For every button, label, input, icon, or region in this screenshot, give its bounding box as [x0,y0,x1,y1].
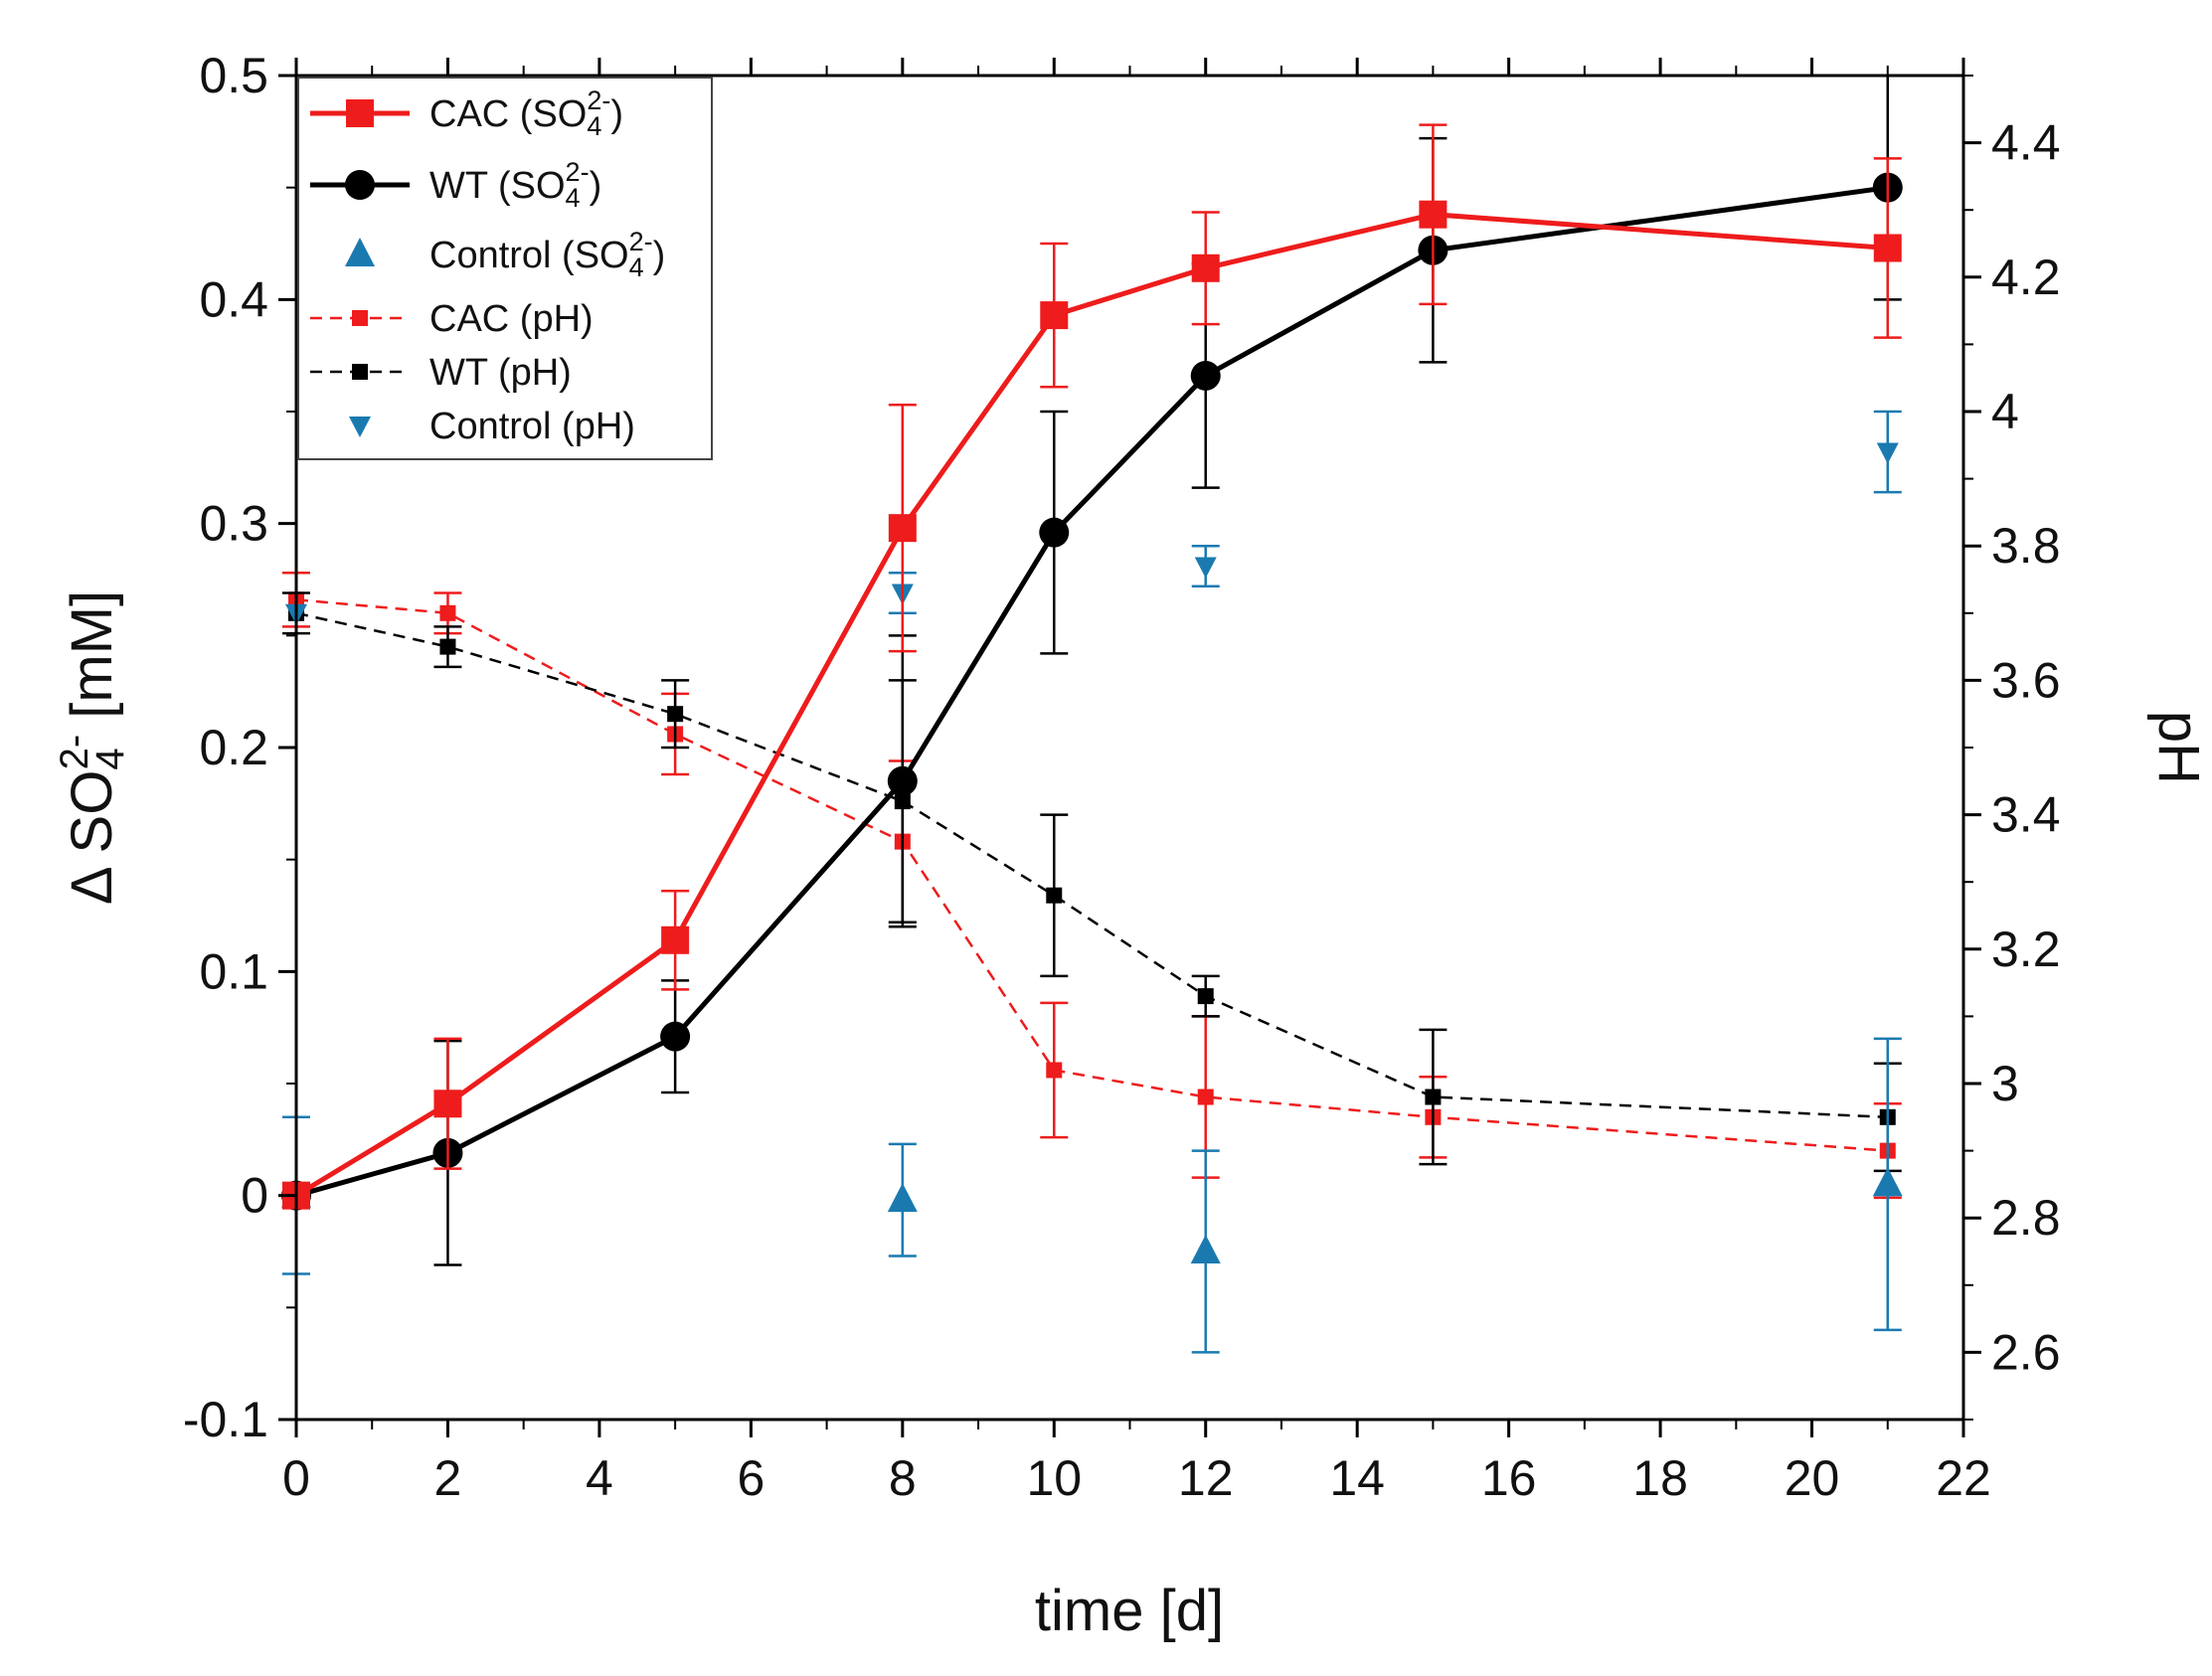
legend-entry: WT (pH) [310,352,572,394]
legend-entry: Control (pH) [349,406,635,447]
legend-entry: CAC (pH) [310,298,594,340]
legend-label: CAC (SO42-) [429,85,623,141]
legend: CAC (SO42-) WT (SO42-) Control (SO42-) CAC … [297,77,713,460]
data-point [887,1183,918,1213]
right-y-axis-ticks: 2.6 2.8 3 3.2 3.4 3.6 3.8 4 4.2 4.4 [1963,75,2061,1421]
legend-label: Control (pH) [429,406,635,447]
left-y-axis-title: Δ SO42- [mM] [53,590,132,905]
y-right-tick-label: 4 [1991,384,2019,439]
legend-entry: WT (SO42-) [310,157,601,213]
y-right-tick-label: 3.8 [1991,518,2061,574]
left-y-axis-ticks: -0.1 0 0.1 0.2 0.3 0.4 0.5 [183,48,296,1447]
y-right-tick-label: 3.4 [1991,787,2061,843]
data-point [1190,360,1221,391]
x-tick-label: 18 [1632,1450,1688,1506]
y-left-tick-label: 0.2 [199,720,268,775]
series-wt-so4-2 [281,74,1903,1266]
data-point [1873,234,1902,262]
legend-box [297,77,713,460]
x-tick-label: 16 [1481,1450,1537,1506]
data-point [887,765,918,796]
data-point [439,638,456,655]
x-tick-label: 12 [1178,1450,1234,1506]
left-y-axis-title-unit: [mM] [60,590,124,735]
x-tick-label: 4 [586,1450,613,1506]
data-point [888,514,917,543]
series-line [295,611,1888,1119]
y-right-tick-label: 3 [1991,1056,2019,1111]
data-point [1876,442,1899,464]
series-cac-ph [282,571,1902,1200]
data-point [667,706,684,723]
left-y-axis-title-superscript: 2- [53,735,96,770]
data-point [1191,253,1220,282]
data-point [1039,517,1070,548]
series-line [295,598,1888,1152]
y-left-tick-label: 0.3 [199,496,268,552]
legend-entry: Control (SO42-) [345,227,665,282]
data-point [1046,1062,1063,1079]
y-right-tick-label: 3.6 [1991,652,2061,708]
y-left-tick-label: -0.1 [183,1392,268,1447]
series-layer [281,74,1903,1354]
y-left-tick-label: 0.1 [199,943,268,999]
legend-label: Control (SO42-) [429,227,665,282]
legend-label: WT (pH) [429,352,572,394]
data-point [1419,200,1447,229]
data-point [661,925,690,954]
data-point [439,604,456,621]
series-line [294,212,1888,1198]
data-point [1197,988,1214,1005]
legend-label: CAC (pH) [429,298,594,340]
x-tick-label: 2 [434,1450,462,1506]
x-tick-label: 14 [1329,1450,1385,1506]
legend-marker [345,238,375,266]
y-right-tick-label: 4.4 [1991,115,2061,171]
right-y-axis-title: pH [2146,711,2211,784]
y-right-tick-label: 2.6 [1991,1324,2061,1380]
data-point [1046,887,1063,904]
data-point [1872,1167,1903,1197]
x-tick-label: 10 [1026,1450,1082,1506]
legend-entry: CAC (SO42-) [310,85,623,141]
y-left-tick-label: 0.4 [199,271,268,327]
legend-marker [349,417,371,437]
left-y-axis-title-base: Δ SO [60,770,124,905]
series-wt-ph [282,591,1902,1173]
data-point [433,1089,462,1118]
legend-marker [346,99,374,127]
x-tick-label: 22 [1936,1450,1991,1506]
data-point [1197,1089,1214,1105]
x-tick-label: 0 [282,1450,310,1506]
x-tick-label: 6 [737,1450,765,1506]
y-right-tick-label: 2.8 [1991,1190,2061,1246]
series-cac-so4-2 [282,123,1902,1210]
legend-marker [345,170,375,200]
y-right-tick-label: 4.2 [1991,250,2061,305]
legend-marker [352,364,368,380]
data-point [1040,301,1069,330]
x-tick-label: 20 [1785,1450,1840,1506]
y-right-tick-label: 3.2 [1991,922,2061,977]
legend-label: WT (SO42-) [429,157,601,213]
x-tick-label: 8 [889,1450,917,1506]
series-control-so4-2 [281,1037,1903,1354]
data-point [1190,1235,1221,1263]
x-axis-title: time [d] [1035,1579,1224,1643]
legend-marker [352,310,368,326]
left-y-axis-title-subscript: 4 [88,748,132,769]
x-axis-ticks: 0 2 4 6 8 10 12 14 16 18 20 22 [282,58,1991,1506]
data-point [1194,557,1217,579]
y-left-tick-label: 0.5 [199,48,268,103]
data-point [1425,1089,1442,1105]
series-line [295,185,1889,1199]
data-point [660,1021,691,1052]
y-left-tick-label: 0 [241,1168,268,1224]
